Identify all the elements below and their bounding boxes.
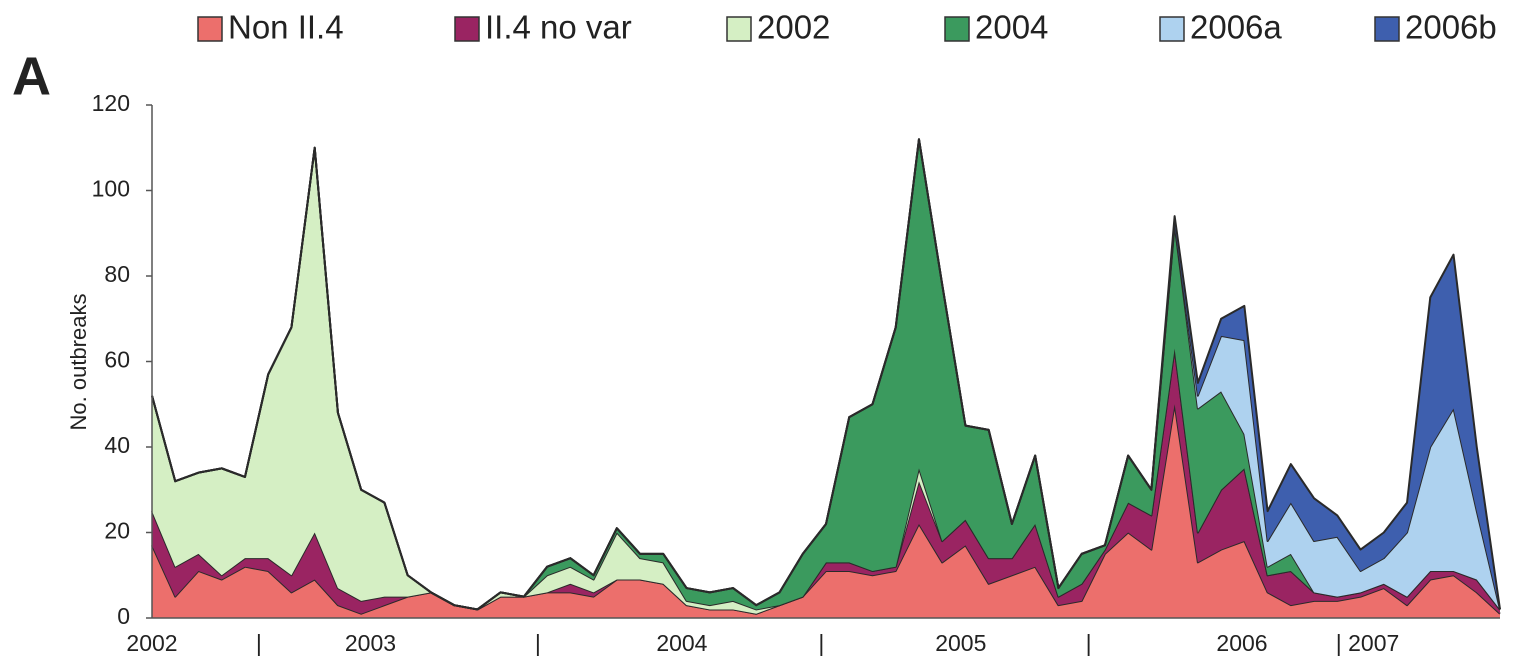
legend-swatch (726, 16, 752, 42)
legend-label: 2006b (1405, 9, 1497, 46)
x-tick-label: 2003 (345, 630, 396, 656)
y-tick-label: 80 (104, 261, 130, 287)
area (152, 139, 1500, 610)
y-axis-label: No. outbreaks (66, 294, 91, 431)
y-tick-label: 120 (92, 90, 130, 116)
area (152, 139, 1500, 610)
legend-label: Non II.4 (228, 9, 344, 46)
legend-swatch (197, 16, 223, 42)
y-tick-label: 20 (104, 518, 130, 544)
legend-swatch (1374, 16, 1400, 42)
area (152, 147, 1500, 614)
x-tick-label: 2006 (1216, 630, 1267, 656)
x-tick-label: 2004 (656, 630, 707, 656)
y-tick-label: 100 (92, 176, 130, 202)
panel-label: A (12, 46, 51, 106)
x-tick-label: | (818, 630, 824, 656)
legend-label: 2004 (975, 9, 1048, 46)
x-tick-label: | (256, 630, 262, 656)
y-tick-label: 0 (117, 603, 130, 629)
y-tick-label: 40 (104, 432, 130, 458)
legend-swatch (454, 16, 480, 42)
legend-label: 2002 (757, 9, 830, 46)
x-tick-label: | (1086, 630, 1092, 656)
legend-label: II.4 no var (485, 9, 632, 46)
legend-swatch (1159, 16, 1185, 42)
x-tick-label: | (535, 630, 541, 656)
area (152, 404, 1500, 618)
x-tick-label: 2005 (935, 630, 986, 656)
x-tick-label: 2002 (126, 630, 177, 656)
x-tick-label: | 2007 (1336, 630, 1400, 656)
legend-swatch (944, 16, 970, 42)
y-tick-label: 60 (104, 347, 130, 373)
area-edge (151, 138, 1501, 611)
legend-label: 2006a (1190, 9, 1282, 46)
